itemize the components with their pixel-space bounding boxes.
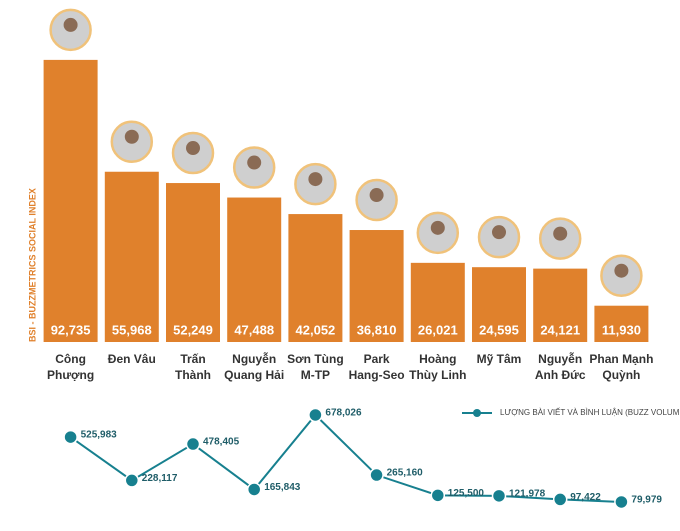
marker — [430, 488, 446, 503]
value-label: 125,500 — [448, 488, 485, 499]
value-label: 47,488 — [234, 322, 274, 337]
x-tick-label: Công Phượng — [46, 352, 95, 382]
marker — [614, 494, 629, 510]
avatar-figure — [186, 141, 200, 156]
marker — [185, 436, 201, 452]
y-axis-label: BSI - BUZZMETRICS SOCIAL INDEX — [27, 188, 37, 342]
x-tick-label: Hoàng Thùy Linh — [409, 352, 467, 382]
avatar-figure — [492, 225, 506, 240]
avatar-figure — [614, 263, 629, 278]
avatar-figure — [124, 129, 139, 144]
value-label: 36,810 — [357, 322, 397, 337]
x-tick-label: Mỹ Tâm — [476, 352, 522, 366]
avatar-figure — [430, 220, 445, 235]
value-label: 24,595 — [479, 322, 519, 337]
avatar-figure — [247, 155, 262, 170]
bar — [288, 214, 343, 342]
x-tick-label: Nguyễn Anh Đức — [534, 352, 586, 382]
legend-marker — [473, 409, 481, 417]
legend-label: LƯỢNG BÀI VIẾT VÀ BÌNH LUẬN (BUZZ VOLUME… — [500, 407, 680, 417]
value-label: 79,979 — [631, 495, 662, 506]
value-label: 121,978 — [509, 489, 546, 500]
value-label: 97,422 — [570, 492, 601, 503]
value-label: 478,405 — [203, 437, 240, 448]
value-label: 92,735 — [51, 322, 91, 337]
x-tick-label: Đen Vâu — [107, 352, 156, 366]
avatar-figure — [369, 188, 384, 203]
marker — [124, 473, 140, 488]
value-label: 228,117 — [142, 473, 178, 484]
marker — [246, 482, 262, 497]
value-label: 165,843 — [264, 482, 301, 493]
marker — [369, 467, 384, 483]
avatar-figure — [553, 226, 568, 241]
value-label: 11,930 — [602, 322, 641, 337]
x-tick-label: Trấn Thành — [175, 352, 211, 382]
bar — [594, 305, 649, 342]
marker — [552, 492, 568, 507]
value-label: 265,160 — [387, 468, 424, 479]
bar — [104, 171, 159, 342]
value-label: 52,249 — [173, 322, 213, 337]
line — [70, 413, 622, 503]
value-label: 26,021 — [418, 322, 458, 337]
value-label: 678,026 — [325, 408, 362, 419]
bar — [533, 268, 588, 342]
bar — [227, 197, 282, 342]
x-tick-label: Sơn Tùng M-TP — [287, 352, 344, 382]
avatar-figure — [308, 172, 323, 187]
value-label: 55,968 — [112, 322, 152, 337]
value-label: 525,983 — [81, 430, 118, 441]
x-tick-label: Nguyễn Quang Hải — [224, 352, 285, 382]
value-label: 24,121 — [540, 322, 580, 337]
bar — [472, 267, 526, 342]
x-tick-label: Phan Mạnh Quỳnh — [589, 352, 654, 382]
bar — [166, 183, 220, 342]
avatar-figure — [63, 17, 78, 32]
bar — [410, 262, 465, 342]
bar — [349, 230, 404, 342]
bar — [43, 59, 98, 342]
marker — [491, 488, 507, 504]
marker — [63, 429, 78, 445]
marker — [308, 407, 323, 423]
value-label: 42,052 — [296, 322, 336, 337]
x-tick-label: Park Hang-Seo — [348, 352, 405, 382]
